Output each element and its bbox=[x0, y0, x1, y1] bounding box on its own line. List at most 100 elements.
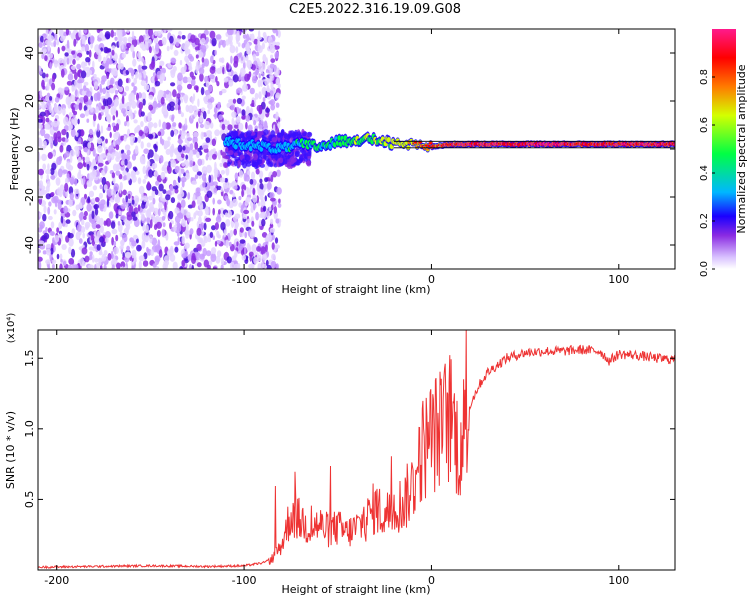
noise-cell bbox=[203, 222, 207, 231]
noise-cell bbox=[59, 263, 63, 269]
noise-cell bbox=[253, 202, 256, 211]
noise-cell bbox=[53, 59, 59, 68]
noise-cell bbox=[118, 173, 123, 180]
noise-cell bbox=[132, 216, 138, 221]
noise-cell bbox=[78, 202, 83, 208]
noise-cell bbox=[138, 130, 143, 137]
noise-cell bbox=[217, 199, 222, 205]
noise-cell bbox=[177, 139, 184, 144]
noise-cell bbox=[41, 79, 45, 88]
noise-cell bbox=[39, 89, 43, 98]
noise-cell bbox=[205, 80, 210, 88]
noise-cell bbox=[70, 65, 76, 71]
noise-cell bbox=[162, 189, 167, 195]
noise-cell bbox=[126, 121, 130, 127]
noise-cell bbox=[41, 102, 47, 110]
noise-cell bbox=[264, 195, 267, 202]
noise-cell bbox=[201, 240, 206, 247]
noise-cell bbox=[190, 79, 196, 87]
noise-cell bbox=[146, 181, 151, 190]
noise-cell bbox=[77, 118, 80, 125]
noise-cell bbox=[283, 133, 290, 140]
x-tick-label: 100 bbox=[608, 273, 629, 286]
noise-cell bbox=[172, 89, 177, 98]
noise-cell bbox=[174, 246, 179, 253]
noise-cell bbox=[233, 263, 240, 269]
noise-cell bbox=[133, 77, 137, 85]
noise-cell bbox=[78, 212, 85, 221]
noise-cell bbox=[44, 55, 48, 62]
noise-cell bbox=[122, 170, 127, 176]
noise-cell bbox=[232, 192, 236, 198]
noise-cell bbox=[59, 233, 62, 238]
noise-cell bbox=[189, 160, 193, 168]
noise-cell bbox=[177, 212, 183, 218]
noise-cell bbox=[241, 254, 246, 261]
noise-cell bbox=[175, 41, 180, 47]
noise-cell bbox=[105, 218, 112, 227]
noise-cell bbox=[241, 115, 247, 120]
noise-cell bbox=[88, 246, 94, 251]
noise-cell bbox=[67, 96, 72, 105]
noise-cell bbox=[102, 87, 107, 95]
noise-cell bbox=[65, 151, 70, 158]
noise-cell bbox=[39, 180, 44, 189]
noise-cell bbox=[112, 115, 116, 121]
noise-cell bbox=[99, 217, 104, 226]
noise-cell bbox=[112, 67, 118, 77]
noise-cell bbox=[138, 260, 142, 269]
noise-cell bbox=[129, 134, 136, 143]
noise-cell bbox=[61, 244, 67, 250]
noise-cell bbox=[185, 146, 191, 154]
snr-xlabel: Height of straight line (km) bbox=[281, 583, 430, 596]
noise-cell bbox=[63, 205, 68, 214]
noise-cell bbox=[40, 35, 44, 43]
noise-cell bbox=[65, 29, 69, 36]
noise-cell bbox=[121, 52, 126, 59]
noise-cell bbox=[188, 104, 194, 114]
noise-cell bbox=[133, 86, 138, 92]
noise-cell bbox=[72, 209, 77, 217]
noise-cell bbox=[166, 29, 173, 32]
noise-cell bbox=[154, 215, 160, 224]
noise-cell bbox=[88, 254, 93, 261]
noise-cell bbox=[68, 124, 73, 130]
noise-cell bbox=[140, 80, 146, 87]
noise-cell bbox=[196, 171, 202, 176]
noise-cell bbox=[246, 187, 250, 195]
noise-cell bbox=[61, 45, 66, 52]
noise-cell bbox=[203, 58, 210, 67]
noise-cell bbox=[111, 236, 114, 246]
noise-cell bbox=[257, 131, 262, 139]
noise-cell bbox=[212, 207, 215, 216]
noise-cell bbox=[38, 118, 43, 123]
noise-cell bbox=[187, 254, 192, 262]
noise-cell bbox=[260, 211, 264, 217]
noise-cell bbox=[275, 263, 279, 269]
noise-cell bbox=[169, 253, 176, 262]
noise-cell bbox=[75, 56, 80, 61]
noise-cell bbox=[138, 64, 141, 74]
noise-cell bbox=[103, 46, 109, 54]
noise-cell bbox=[126, 29, 130, 33]
noise-cell bbox=[65, 219, 71, 224]
noise-cell bbox=[111, 49, 115, 56]
noise-cell bbox=[200, 112, 203, 118]
noise-cell bbox=[268, 100, 274, 105]
noise-cell bbox=[99, 265, 103, 269]
noise-cell bbox=[120, 239, 125, 246]
noise-cell bbox=[181, 35, 186, 40]
noise-cell bbox=[187, 83, 192, 90]
noise-cell bbox=[147, 160, 151, 167]
noise-cell bbox=[54, 136, 58, 145]
noise-cell bbox=[106, 189, 110, 195]
noise-cell bbox=[56, 253, 60, 260]
noise-cell bbox=[216, 185, 222, 191]
noise-cell bbox=[38, 227, 43, 233]
noise-cell bbox=[117, 78, 123, 87]
noise-cell bbox=[224, 195, 229, 200]
noise-cell bbox=[94, 197, 100, 203]
noise-cell bbox=[270, 130, 276, 137]
noise-cell bbox=[228, 79, 234, 87]
